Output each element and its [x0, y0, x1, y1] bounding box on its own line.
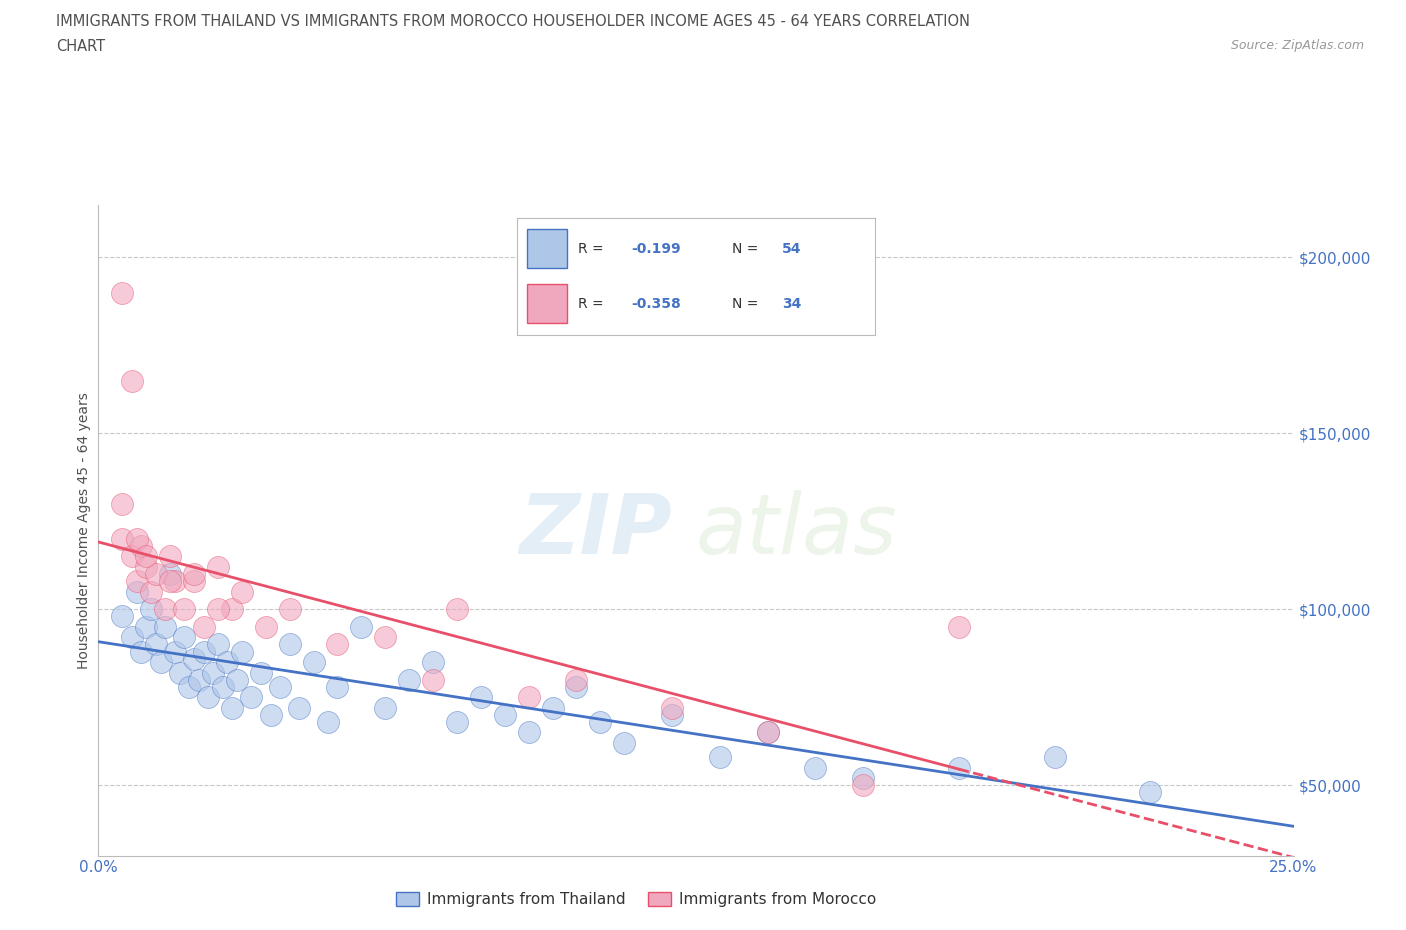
Point — [155, 619, 177, 634]
Point — [131, 644, 153, 659]
Point — [422, 655, 444, 670]
Point — [661, 700, 683, 715]
Point — [1043, 750, 1066, 764]
Point — [326, 679, 349, 694]
Point — [173, 630, 195, 644]
Point — [541, 700, 564, 715]
Point — [207, 560, 229, 575]
Point — [589, 714, 612, 729]
Point — [613, 736, 636, 751]
Point — [231, 644, 253, 659]
Point — [278, 637, 301, 652]
Point — [948, 619, 970, 634]
Point — [183, 574, 205, 589]
Point — [131, 538, 153, 553]
Point — [159, 574, 181, 589]
Point — [374, 700, 396, 715]
Point — [221, 700, 243, 715]
Point — [202, 665, 225, 680]
Point — [159, 549, 181, 564]
Point — [145, 566, 167, 581]
Point — [179, 679, 201, 694]
Point — [149, 655, 172, 670]
Point — [709, 750, 731, 764]
Point — [193, 644, 215, 659]
Point — [135, 549, 157, 564]
Point — [269, 679, 291, 694]
Point — [139, 602, 162, 617]
Point — [121, 373, 143, 388]
Point — [187, 672, 209, 687]
Point — [470, 690, 492, 705]
Point — [111, 609, 134, 624]
Text: ZIP: ZIP — [519, 489, 672, 571]
Point — [135, 560, 157, 575]
Point — [278, 602, 301, 617]
Point — [135, 619, 157, 634]
Point — [226, 672, 249, 687]
Point — [350, 619, 373, 634]
Point — [288, 700, 311, 715]
Point — [316, 714, 339, 729]
Point — [207, 602, 229, 617]
Point — [183, 566, 205, 581]
Point — [155, 602, 177, 617]
Point — [374, 630, 396, 644]
Point — [756, 725, 779, 740]
Text: atlas: atlas — [696, 489, 897, 571]
Point — [163, 644, 186, 659]
Point — [145, 637, 167, 652]
Point — [121, 630, 143, 644]
Point — [231, 584, 253, 599]
Point — [517, 690, 540, 705]
Point — [207, 637, 229, 652]
Point — [217, 655, 239, 670]
Point — [240, 690, 263, 705]
Point — [565, 672, 588, 687]
Point — [1139, 785, 1161, 800]
Point — [173, 602, 195, 617]
Point — [111, 531, 134, 546]
Point — [169, 665, 191, 680]
Point — [446, 602, 468, 617]
Point — [111, 497, 134, 512]
Point — [250, 665, 273, 680]
Point — [948, 760, 970, 775]
Point — [446, 714, 468, 729]
Point — [163, 574, 186, 589]
Point — [159, 566, 181, 581]
Point — [121, 549, 143, 564]
Y-axis label: Householder Income Ages 45 - 64 years: Householder Income Ages 45 - 64 years — [77, 392, 91, 669]
Point — [125, 531, 148, 546]
Point — [302, 655, 325, 670]
Point — [193, 619, 215, 634]
Point — [259, 708, 281, 723]
Point — [517, 725, 540, 740]
Point — [398, 672, 420, 687]
Point — [804, 760, 827, 775]
Point — [139, 584, 162, 599]
Legend: Immigrants from Thailand, Immigrants from Morocco: Immigrants from Thailand, Immigrants fro… — [389, 885, 883, 913]
Point — [254, 619, 277, 634]
Point — [111, 286, 134, 300]
Point — [852, 777, 875, 792]
Point — [183, 651, 205, 666]
Point — [661, 708, 683, 723]
Text: Source: ZipAtlas.com: Source: ZipAtlas.com — [1230, 39, 1364, 52]
Point — [221, 602, 243, 617]
Text: CHART: CHART — [56, 39, 105, 54]
Text: IMMIGRANTS FROM THAILAND VS IMMIGRANTS FROM MOROCCO HOUSEHOLDER INCOME AGES 45 -: IMMIGRANTS FROM THAILAND VS IMMIGRANTS F… — [56, 14, 970, 29]
Point — [125, 574, 148, 589]
Point — [125, 584, 148, 599]
Point — [494, 708, 516, 723]
Point — [326, 637, 349, 652]
Point — [852, 771, 875, 786]
Point — [211, 679, 233, 694]
Point — [565, 679, 588, 694]
Point — [197, 690, 219, 705]
Point — [756, 725, 779, 740]
Point — [422, 672, 444, 687]
